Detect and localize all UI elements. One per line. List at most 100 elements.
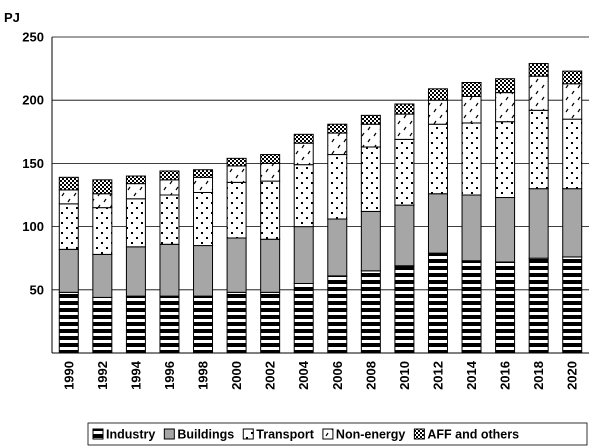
bar-industry-1994 — [125, 295, 146, 354]
bar-industry-1990 — [58, 291, 79, 354]
bar-buildings-2002 — [260, 238, 281, 293]
bar-buildings-1994 — [125, 246, 146, 297]
bar-buildings-1998 — [193, 245, 214, 297]
bar-aff-and-others-2004 — [293, 133, 314, 144]
bar-aff-and-others-2000 — [226, 157, 247, 167]
bar-transport-1994 — [125, 198, 146, 248]
y-tick-label-150: 150 — [22, 156, 44, 171]
bar-industry-2014 — [461, 260, 482, 354]
x-tick-label-1998: 1998 — [196, 361, 211, 390]
bar-transport-2014 — [461, 122, 482, 196]
x-tick-label-2014: 2014 — [464, 360, 479, 390]
bar-transport-2016 — [495, 121, 516, 199]
bar-non-energy-1992 — [92, 193, 113, 209]
bar-non-energy-2008 — [360, 123, 381, 148]
bar-transport-1996 — [159, 194, 180, 245]
bar-aff-and-others-2010 — [394, 103, 415, 115]
bar-non-energy-2016 — [495, 92, 516, 123]
x-tick-label-2008: 2008 — [363, 361, 378, 390]
bar-transport-2004 — [293, 164, 314, 228]
legend-label-aff-and-others: AFF and others — [427, 428, 519, 442]
bar-aff-and-others-2006 — [327, 123, 348, 134]
legend-label-non-energy: Non-energy — [336, 428, 406, 442]
legend: Industry Buildings Transport Non-energy AFF … — [87, 422, 588, 446]
bar-non-energy-2000 — [226, 165, 247, 183]
bar-aff-and-others-2018 — [528, 63, 549, 77]
bar-buildings-2008 — [360, 210, 381, 272]
bar-aff-and-others-2016 — [495, 78, 516, 94]
bar-aff-and-others-2002 — [260, 154, 281, 164]
bar-transport-2018 — [528, 109, 549, 190]
bar-industry-1992 — [92, 296, 113, 354]
bar-aff-and-others-1998 — [193, 169, 214, 178]
x-tick-label-1994: 1994 — [128, 360, 143, 390]
bar-aff-and-others-1996 — [159, 170, 180, 181]
bar-transport-2010 — [394, 138, 415, 206]
legend-swatch-non-energy — [322, 428, 334, 440]
bar-non-energy-2012 — [427, 99, 448, 125]
y-tick-label-50: 50 — [30, 282, 44, 297]
bar-aff-and-others-1990 — [58, 176, 79, 191]
bar-buildings-1990 — [58, 248, 79, 293]
bar-buildings-2000 — [226, 237, 247, 293]
y-tick-label-200: 200 — [22, 93, 44, 108]
bar-transport-2002 — [260, 180, 281, 240]
legend-swatch-buildings — [163, 428, 175, 440]
x-tick-label-2006: 2006 — [330, 361, 345, 390]
legend-swatch-aff-and-others — [413, 428, 425, 440]
bar-buildings-1992 — [92, 253, 113, 298]
bar-non-energy-2018 — [528, 75, 549, 111]
legend-box — [87, 422, 588, 446]
x-tick-label-2020: 2020 — [565, 361, 580, 390]
bar-aff-and-others-2020 — [562, 70, 583, 85]
bar-industry-1998 — [193, 295, 214, 354]
legend-swatch-transport — [242, 428, 254, 440]
legend-label-industry: Industry — [106, 428, 155, 442]
legend-swatch-industry — [92, 428, 104, 440]
bar-buildings-2020 — [562, 188, 583, 258]
bar-industry-2020 — [562, 256, 583, 354]
x-tick-label-2004: 2004 — [296, 360, 311, 390]
x-tick-label-1992: 1992 — [95, 361, 110, 390]
bar-buildings-2006 — [327, 218, 348, 277]
bar-industry-2000 — [226, 291, 247, 354]
bar-transport-2008 — [360, 146, 381, 212]
bar-non-energy-2002 — [260, 162, 281, 182]
x-axis-tick-labels: 1990 1992 1994 1996 1998 2000 2002 2004 2006 2008… — [61, 360, 579, 390]
x-tick-label-2018: 2018 — [531, 361, 546, 390]
bar-industry-2010 — [394, 265, 415, 354]
bar-transport-1990 — [58, 203, 79, 250]
bar-industry-2012 — [427, 252, 448, 354]
bar-transport-1998 — [193, 191, 214, 247]
bar-non-energy-1990 — [58, 189, 79, 205]
y-tick-label-100: 100 — [22, 219, 44, 234]
bar-non-energy-2010 — [394, 113, 415, 140]
x-tick-label-2000: 2000 — [229, 361, 244, 390]
bar-aff-and-others-1992 — [92, 179, 113, 195]
x-tick-label-2002: 2002 — [263, 361, 278, 390]
bar-industry-1996 — [159, 295, 180, 354]
y-tick-label-250: 250 — [22, 30, 44, 45]
bar-non-energy-1998 — [193, 176, 214, 193]
bar-non-energy-1996 — [159, 179, 180, 196]
bar-aff-and-others-2008 — [360, 114, 381, 125]
axes — [51, 37, 589, 354]
legend-label-buildings: Buildings — [177, 428, 234, 442]
bar-industry-2006 — [327, 275, 348, 354]
x-tick-label-2010: 2010 — [397, 361, 412, 390]
bar-transport-2020 — [562, 118, 583, 190]
bar-aff-and-others-2012 — [427, 88, 448, 101]
bar-non-energy-2020 — [562, 83, 583, 120]
bar-industry-2016 — [495, 261, 516, 354]
bar-non-energy-1994 — [125, 183, 146, 200]
x-tick-label-2012: 2012 — [430, 361, 445, 390]
x-tick-label-1996: 1996 — [162, 361, 177, 390]
y-axis-tick-labels: 50 100 150 200 250 — [22, 30, 44, 298]
bar-transport-2012 — [427, 123, 448, 195]
bar-buildings-2016 — [495, 197, 516, 263]
bar-industry-2018 — [528, 257, 549, 354]
bar-aff-and-others-1994 — [125, 175, 146, 185]
x-tick-label-1990: 1990 — [61, 361, 76, 390]
bar-buildings-2018 — [528, 188, 549, 259]
